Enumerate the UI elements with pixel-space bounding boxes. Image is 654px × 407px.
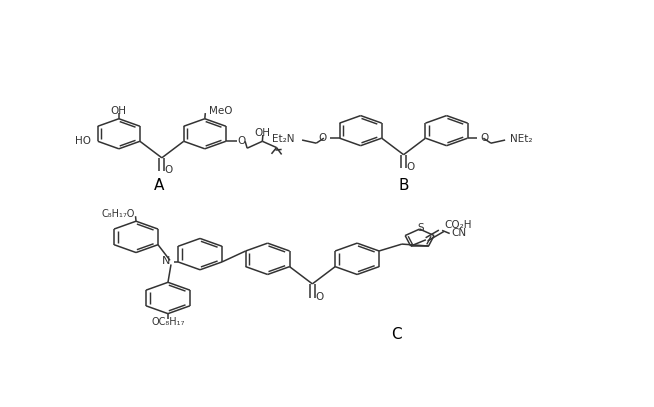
Text: MeO: MeO [209, 106, 232, 116]
Text: OC₈H₁₇: OC₈H₁₇ [151, 317, 184, 327]
Text: HO: HO [75, 136, 91, 146]
Text: OH: OH [111, 106, 127, 116]
Text: A: A [154, 178, 165, 193]
Text: O: O [237, 136, 245, 146]
Text: S: S [418, 223, 424, 233]
Text: O: O [165, 165, 173, 175]
Text: OH: OH [255, 128, 271, 138]
Text: CN: CN [451, 228, 466, 238]
Text: O: O [318, 133, 326, 143]
Text: CO₂H: CO₂H [445, 220, 472, 230]
Text: O: O [481, 133, 489, 143]
Text: O: O [407, 162, 415, 172]
Text: B: B [398, 178, 409, 193]
Text: NEt₂: NEt₂ [510, 134, 533, 144]
Text: C: C [390, 327, 402, 342]
Text: Et₂N: Et₂N [272, 134, 294, 144]
Text: O: O [315, 292, 324, 302]
Text: C₈H₁₇O: C₈H₁₇O [101, 209, 135, 219]
Text: N: N [162, 256, 170, 266]
